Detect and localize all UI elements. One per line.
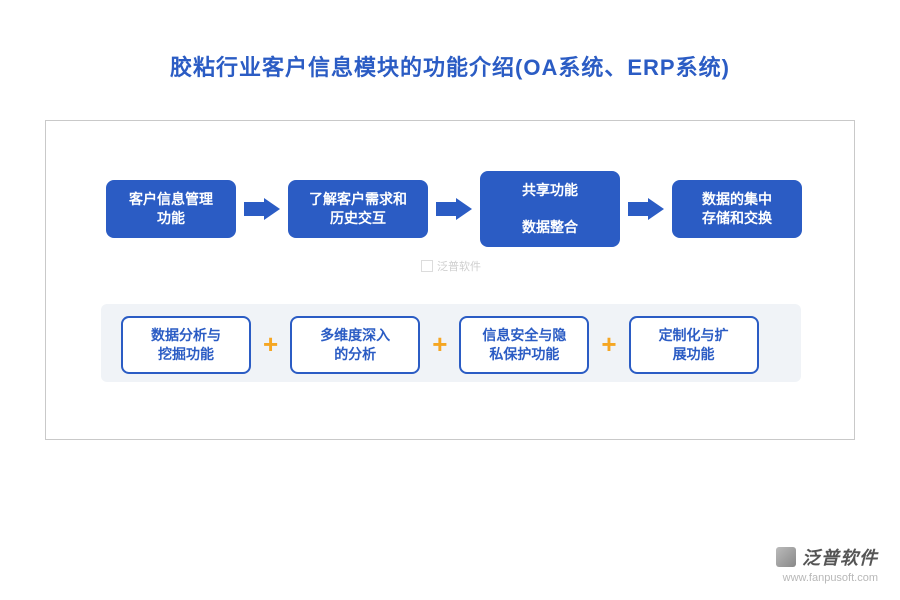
plus-icon: + (432, 329, 447, 360)
feature-box-line: 数据分析与 (151, 327, 221, 343)
flow-box-line: 数据的集中 (702, 190, 772, 209)
feature-box-line: 挖掘功能 (158, 346, 214, 362)
feature-box-line: 私保护功能 (489, 346, 559, 362)
flow-box-line: 数据整合 (522, 218, 578, 237)
flow-box-line: 共享功能 (522, 181, 578, 200)
page-title: 胶粘行业客户信息模块的功能介绍(OA系统、ERP系统) (0, 0, 900, 82)
feature-box-3: 信息安全与隐 私保护功能 (459, 316, 589, 374)
feature-box-2: 多维度深入 的分析 (290, 316, 420, 374)
arrow-right-icon (628, 198, 664, 220)
flow-box-line: 历史交互 (330, 209, 386, 228)
plus-icon: + (601, 329, 616, 360)
watermark-icon (421, 260, 433, 272)
flow-box-3: 共享功能 数据整合 (480, 171, 620, 247)
diagram-container: 客户信息管理 功能 了解客户需求和 历史交互 共享功能 数据整合 数据的集中 存… (45, 120, 855, 440)
plus-icon: + (263, 329, 278, 360)
feature-box-line: 展功能 (673, 346, 715, 362)
arrow-right-icon (244, 198, 280, 220)
footer-logo: 泛普软件 www.fanpusoft.com (776, 544, 878, 584)
flow-box-line: 了解客户需求和 (309, 190, 407, 209)
feature-box-line: 的分析 (334, 346, 376, 362)
flow-box-2: 了解客户需求和 历史交互 (288, 180, 428, 238)
brand-icon (776, 547, 796, 567)
watermark-mid: 泛普软件 (421, 258, 481, 274)
feature-box-line: 定制化与扩 (659, 327, 729, 343)
flow-row-1: 客户信息管理 功能 了解客户需求和 历史交互 共享功能 数据整合 数据的集中 存… (106, 171, 802, 247)
feature-box-1: 数据分析与 挖掘功能 (121, 316, 251, 374)
footer-url: www.fanpusoft.com (776, 572, 878, 584)
feature-box-line: 信息安全与隐 (482, 327, 566, 343)
flow-box-1: 客户信息管理 功能 (106, 180, 236, 238)
brand-text: 泛普软件 (802, 544, 878, 570)
flow-box-line: 存储和交换 (702, 209, 772, 228)
flow-row-2: 数据分析与 挖掘功能 + 多维度深入 的分析 + 信息安全与隐 私保护功能 + … (121, 316, 759, 374)
flow-box-line: 功能 (157, 209, 185, 228)
feature-box-4: 定制化与扩 展功能 (629, 316, 759, 374)
feature-box-line: 多维度深入 (320, 327, 390, 343)
flow-box-line: 客户信息管理 (129, 190, 213, 209)
flow-box-4: 数据的集中 存储和交换 (672, 180, 802, 238)
arrow-right-icon (436, 198, 472, 220)
watermark-text: 泛普软件 (437, 258, 481, 274)
footer-brand: 泛普软件 (776, 544, 878, 570)
